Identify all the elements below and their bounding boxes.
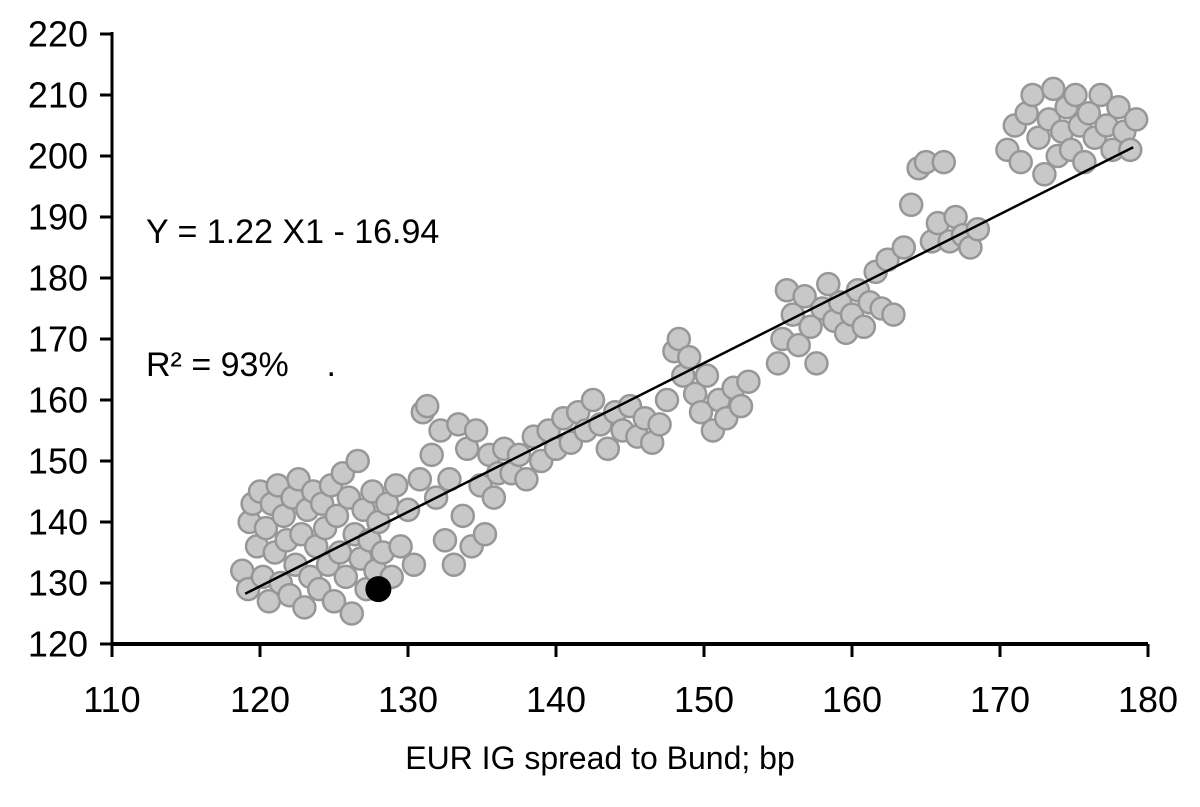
y-tick-label: 160 [28, 380, 88, 421]
scatter-point [1088, 82, 1113, 108]
scatter-point [339, 601, 365, 626]
scatter-point [898, 192, 924, 218]
scatter-point [1063, 82, 1088, 108]
y-tick-label: 140 [28, 502, 88, 543]
scatter-point [881, 302, 906, 327]
scatter-point [292, 595, 317, 620]
x-tick-label: 160 [822, 679, 882, 720]
scatter-point [472, 521, 498, 547]
scatter-point [694, 363, 720, 388]
scatter-point [432, 528, 458, 553]
scatter-point [654, 387, 680, 413]
scatter-point [786, 332, 811, 358]
scatter-point [419, 442, 444, 468]
scatter-point [395, 497, 421, 523]
scatter-point [1032, 162, 1057, 187]
scatter-point [1106, 94, 1131, 120]
scatter-point [407, 467, 433, 492]
scatter-point [333, 564, 359, 590]
r-squared-label: R² = 93% . [146, 345, 336, 384]
scatter-point [688, 399, 714, 425]
y-tick-label: 150 [28, 441, 88, 482]
scatter-point [792, 284, 817, 309]
y-tick-label: 210 [28, 75, 88, 116]
scatter-point [441, 552, 467, 577]
y-tick-label: 200 [28, 136, 88, 177]
trend-line [244, 146, 1134, 595]
y-tick-label: 190 [28, 197, 88, 238]
scatter-point [1008, 149, 1033, 175]
highlight-point [365, 576, 392, 603]
scatter-point [463, 418, 489, 443]
x-tick-label: 140 [526, 679, 586, 720]
y-tick-label: 220 [28, 14, 88, 55]
x-tick-label: 170 [970, 679, 1030, 720]
y-tick-label: 180 [28, 258, 88, 299]
scatter-point [481, 485, 507, 510]
scatter-point [414, 393, 440, 419]
x-tick-label: 120 [230, 679, 290, 720]
y-tick-label: 130 [28, 563, 88, 604]
regression-annotation: Y = 1.22 X1 - 16.94 R² = 93% . [146, 122, 439, 476]
scatter-point [450, 503, 476, 529]
scatter-point [798, 314, 823, 340]
scatter-point [676, 345, 702, 370]
scatter-point [345, 448, 370, 474]
x-tick-label: 130 [378, 679, 438, 720]
scatter-point [1020, 82, 1045, 108]
scatter-point [1076, 101, 1102, 126]
x-axis-title: EUR IG spread to Bund; bp [405, 740, 795, 776]
scatter-point [666, 326, 692, 352]
scatter-point [804, 351, 829, 376]
scatter-point [321, 589, 347, 614]
scatter-point [324, 503, 350, 529]
scatter-point [647, 412, 672, 437]
scatter-point [851, 314, 877, 340]
x-tick-label: 110 [83, 679, 140, 720]
scatter-point [891, 235, 917, 260]
scatter-point [253, 515, 279, 541]
x-tick-label: 180 [1118, 679, 1178, 720]
scatter-point [1123, 107, 1149, 132]
scatter-point [816, 271, 841, 297]
scatter-point [383, 473, 409, 498]
scatter-point [595, 436, 621, 462]
scatter-point [736, 369, 761, 394]
regression-equation: Y = 1.22 X1 - 16.94 [146, 213, 440, 252]
y-tick-label: 170 [28, 319, 88, 360]
scatter-point [728, 393, 754, 419]
scatter-point [931, 149, 957, 175]
scatter-point [388, 534, 413, 559]
scatter-point [1041, 76, 1066, 102]
scatter-point [580, 387, 606, 413]
scatter-point [1026, 125, 1051, 150]
x-tick-label: 150 [674, 679, 734, 720]
scatter-point [1072, 149, 1097, 175]
scatter-point [401, 552, 427, 577]
scatter-point [514, 467, 539, 492]
scatter-point [765, 351, 791, 376]
y-tick-label: 120 [28, 624, 88, 665]
